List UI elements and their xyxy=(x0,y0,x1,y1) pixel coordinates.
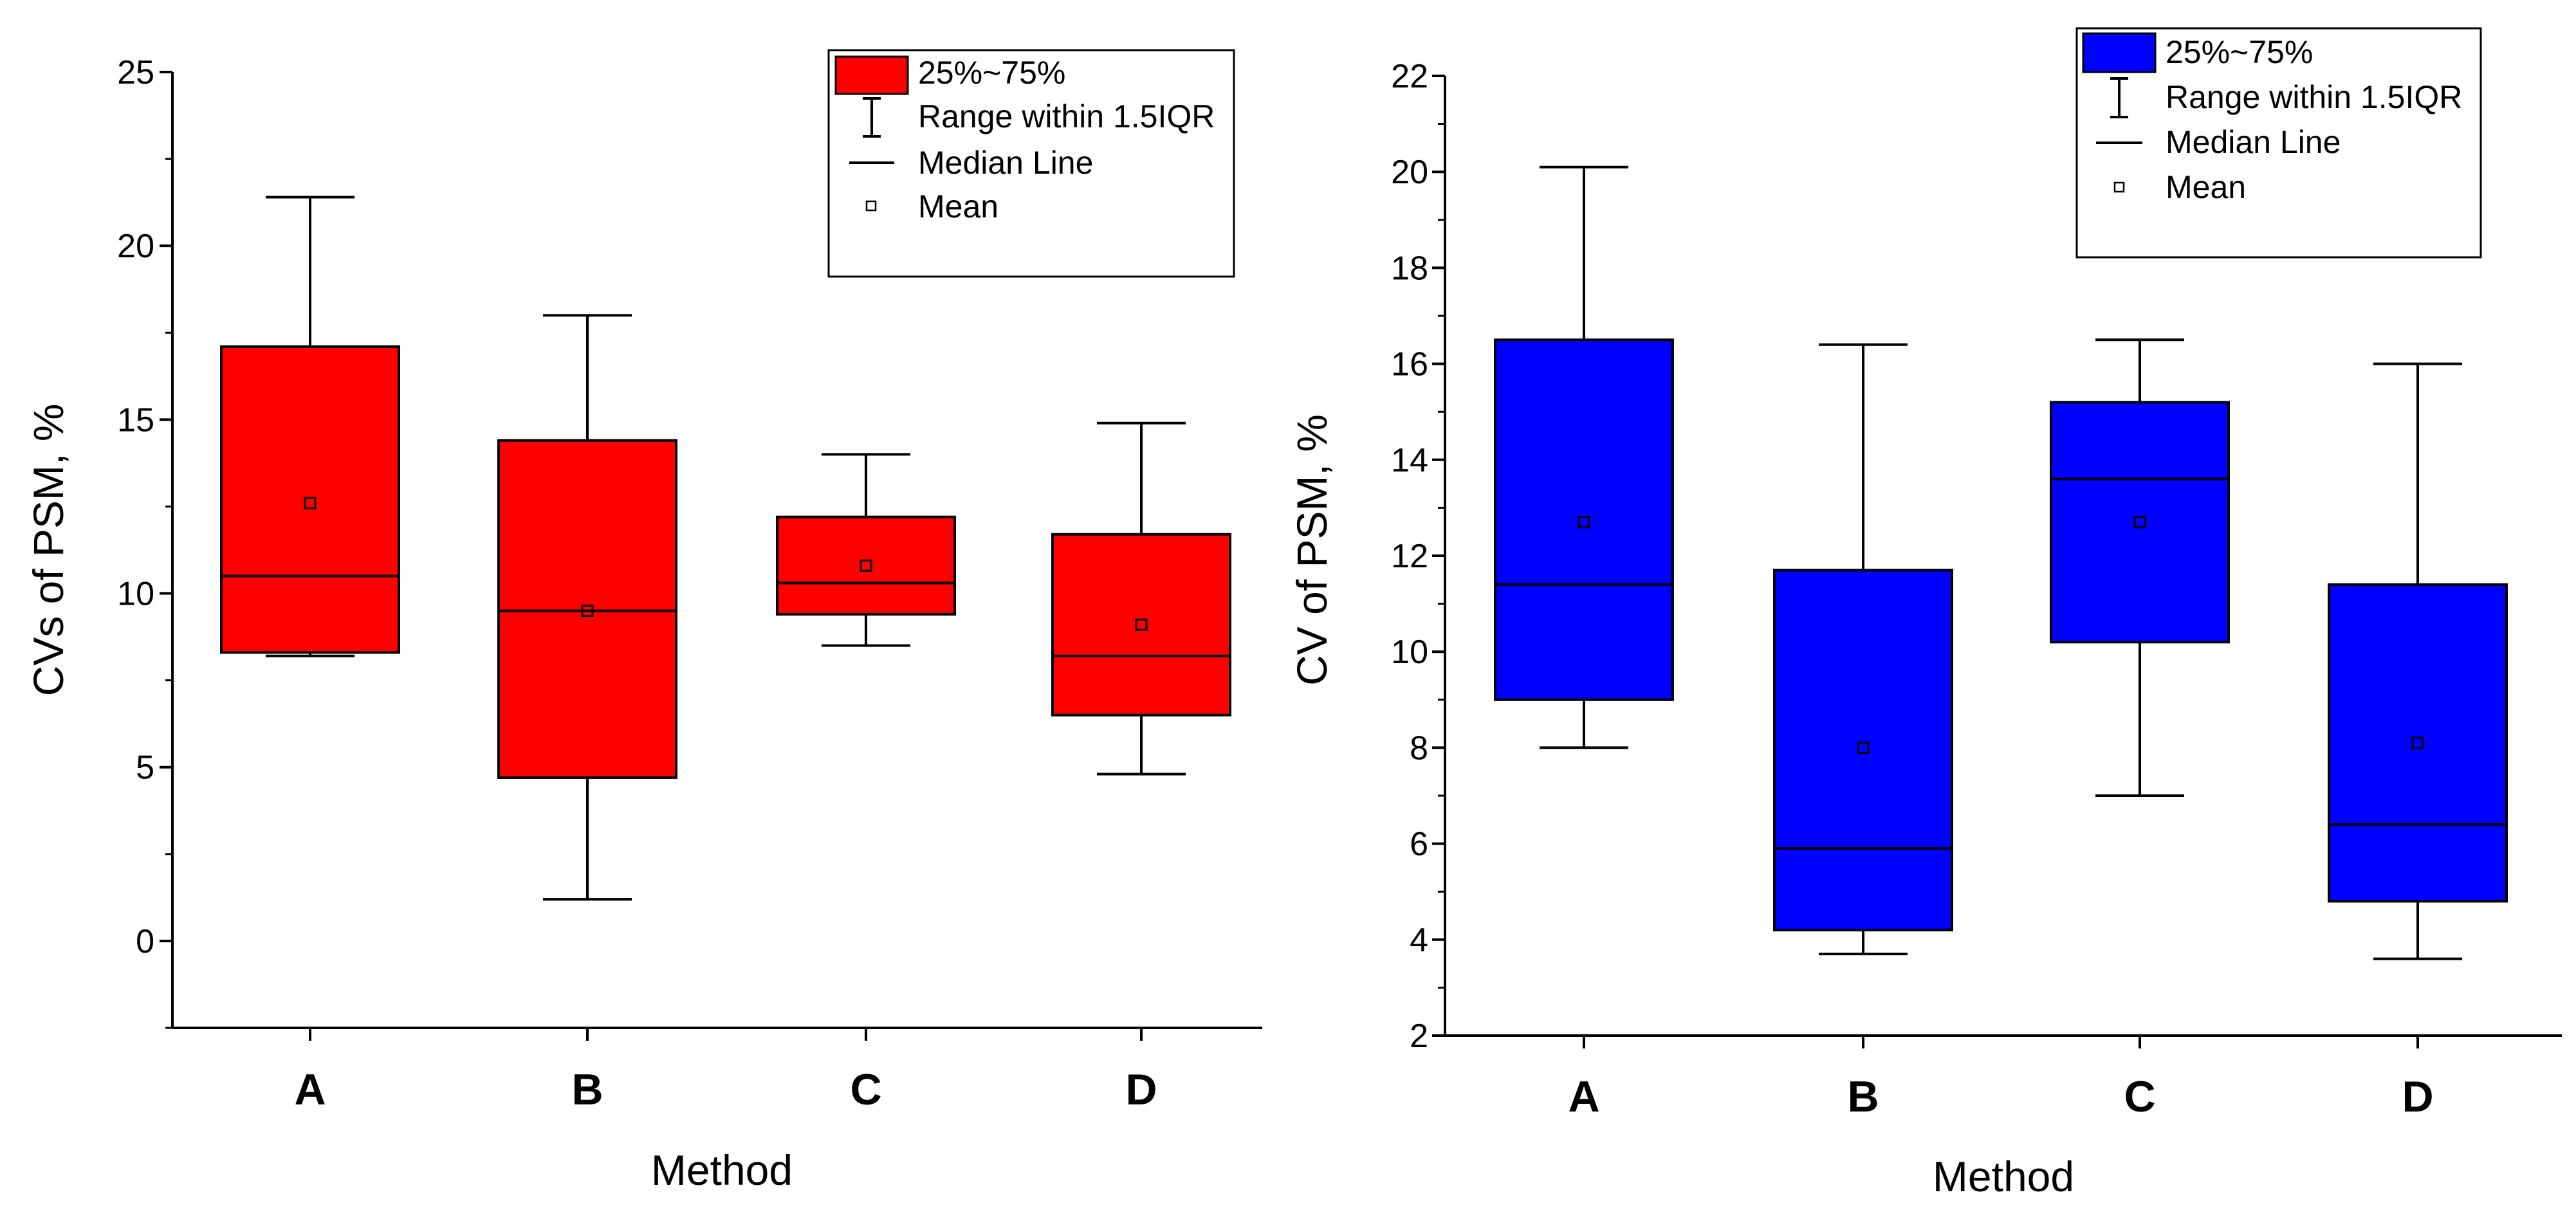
right-mean-marker-D xyxy=(2411,737,2424,749)
left-y-tick-label: 15 xyxy=(117,401,154,439)
right-y-tick-label: 16 xyxy=(1391,346,1428,383)
left-mean-marker-B xyxy=(581,605,594,618)
right-legend: 25%~75% Range within 1.5IQR Median Line … xyxy=(2075,27,2482,259)
left-iqr-box-A xyxy=(220,345,400,654)
right-x-category-label-B: B xyxy=(1847,1072,1879,1121)
right-legend-label-iqr: 25%~75% xyxy=(2166,34,2313,70)
left-mean-marker-A xyxy=(304,497,317,509)
right-y-axis-title: CV of PSM, % xyxy=(1288,414,1336,686)
right-y-tick-label: 18 xyxy=(1391,250,1428,287)
left-y-axis-title: CVs of PSM, % xyxy=(24,404,72,697)
left-legend-label-range: Range within 1.5IQR xyxy=(918,98,1215,134)
right-x-category-label-D: D xyxy=(2402,1072,2433,1121)
right-y-tick-label: 2 xyxy=(1410,1018,1428,1055)
right-boxes xyxy=(1494,165,2508,960)
left-iqr-box-B xyxy=(497,439,677,779)
left-x-category-label-B: B xyxy=(571,1065,603,1114)
right-y-tick-label: 22 xyxy=(1391,58,1428,95)
right-x-category-label-C: C xyxy=(2124,1072,2155,1121)
left-x-ticks: A B C D xyxy=(294,1028,1157,1114)
left-legend: 25%~75% Range within 1.5IQR Median Line … xyxy=(827,49,1235,278)
right-mean-marker-C xyxy=(2133,516,2146,529)
left-legend-swatch-box xyxy=(834,55,909,95)
left-boxes xyxy=(220,196,1231,901)
left-mean-marker-C xyxy=(860,559,872,572)
left-legend-whisker-icon xyxy=(863,97,881,138)
right-y-tick-label: 8 xyxy=(1410,729,1428,767)
left-box-C xyxy=(776,453,956,647)
right-legend-label-range: Range within 1.5IQR xyxy=(2166,79,2462,115)
right-x-axis-title: Method xyxy=(1933,1153,2074,1200)
left-legend-label-mean: Mean xyxy=(918,188,998,224)
left-legend-frame xyxy=(827,49,1235,278)
right-y-tick-label: 12 xyxy=(1391,538,1428,575)
right-legend-label-median: Median Line xyxy=(2166,124,2341,160)
left-y-tick-label: 0 xyxy=(136,923,154,960)
left-chart-panel: 0 5 10 15 20 25 A B C D CVs of PSM, % Method 25%… xyxy=(24,49,1262,1194)
left-x-category-label-D: D xyxy=(1125,1065,1157,1114)
right-chart-panel: 2 4 6 8 10 12 14 16 18 20 22 A B C D CV of PSM, % Met… xyxy=(1288,27,2562,1200)
left-legend-label-median: Median Line xyxy=(918,145,1093,181)
left-y-ticks: 0 5 10 15 20 25 xyxy=(117,54,172,1029)
right-iqr-box-C xyxy=(2050,401,2230,644)
right-box-D xyxy=(2328,362,2508,960)
right-y-tick-label: 4 xyxy=(1410,922,1428,959)
right-x-ticks: A B C D xyxy=(1568,1036,2434,1121)
right-y-tick-label: 20 xyxy=(1391,154,1428,191)
left-iqr-box-D xyxy=(1051,533,1231,717)
right-y-ticks: 2 4 6 8 10 12 14 16 18 20 22 xyxy=(1391,58,1445,1055)
right-box-A xyxy=(1494,165,1674,749)
left-mean-marker-D xyxy=(1135,618,1148,631)
right-legend-label-mean: Mean xyxy=(2166,169,2246,205)
left-box-A xyxy=(220,196,400,657)
right-x-category-label-A: A xyxy=(1568,1072,1599,1121)
left-iqr-box-C xyxy=(776,515,956,616)
left-y-tick-label: 20 xyxy=(117,228,154,265)
left-legend-label-iqr: 25%~75% xyxy=(918,55,1065,91)
right-legend-whisker-icon xyxy=(2110,77,2128,118)
right-mean-marker-A xyxy=(1578,516,1590,529)
left-y-tick-label: 25 xyxy=(117,54,154,91)
right-box-C xyxy=(2050,338,2230,797)
right-mean-marker-B xyxy=(1857,741,1870,754)
left-box-B xyxy=(497,314,677,901)
right-box-B xyxy=(1773,343,1953,956)
right-iqr-box-B xyxy=(1773,569,1953,931)
left-x-category-label-C: C xyxy=(850,1065,881,1114)
right-iqr-box-A xyxy=(1494,338,1674,701)
left-legend-mean-icon xyxy=(865,200,877,212)
right-y-tick-label: 14 xyxy=(1391,442,1428,479)
left-y-tick-label: 10 xyxy=(117,576,154,613)
right-y-tick-label: 6 xyxy=(1410,826,1428,863)
right-y-tick-label: 10 xyxy=(1391,634,1428,671)
right-legend-mean-icon xyxy=(2113,181,2125,193)
left-y-tick-label: 5 xyxy=(136,749,154,787)
left-x-category-label-A: A xyxy=(294,1065,326,1114)
left-x-axis-title: Method xyxy=(651,1146,793,1194)
left-box-D xyxy=(1051,421,1231,776)
right-iqr-box-D xyxy=(2328,583,2508,903)
right-legend-swatch-box xyxy=(2082,32,2157,73)
right-legend-frame xyxy=(2075,27,2482,259)
